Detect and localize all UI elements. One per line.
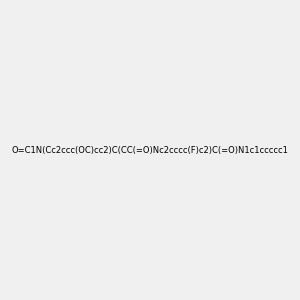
Text: O=C1N(Cc2ccc(OC)cc2)C(CC(=O)Nc2cccc(F)c2)C(=O)N1c1ccccc1: O=C1N(Cc2ccc(OC)cc2)C(CC(=O)Nc2cccc(F)c2…	[12, 146, 288, 154]
